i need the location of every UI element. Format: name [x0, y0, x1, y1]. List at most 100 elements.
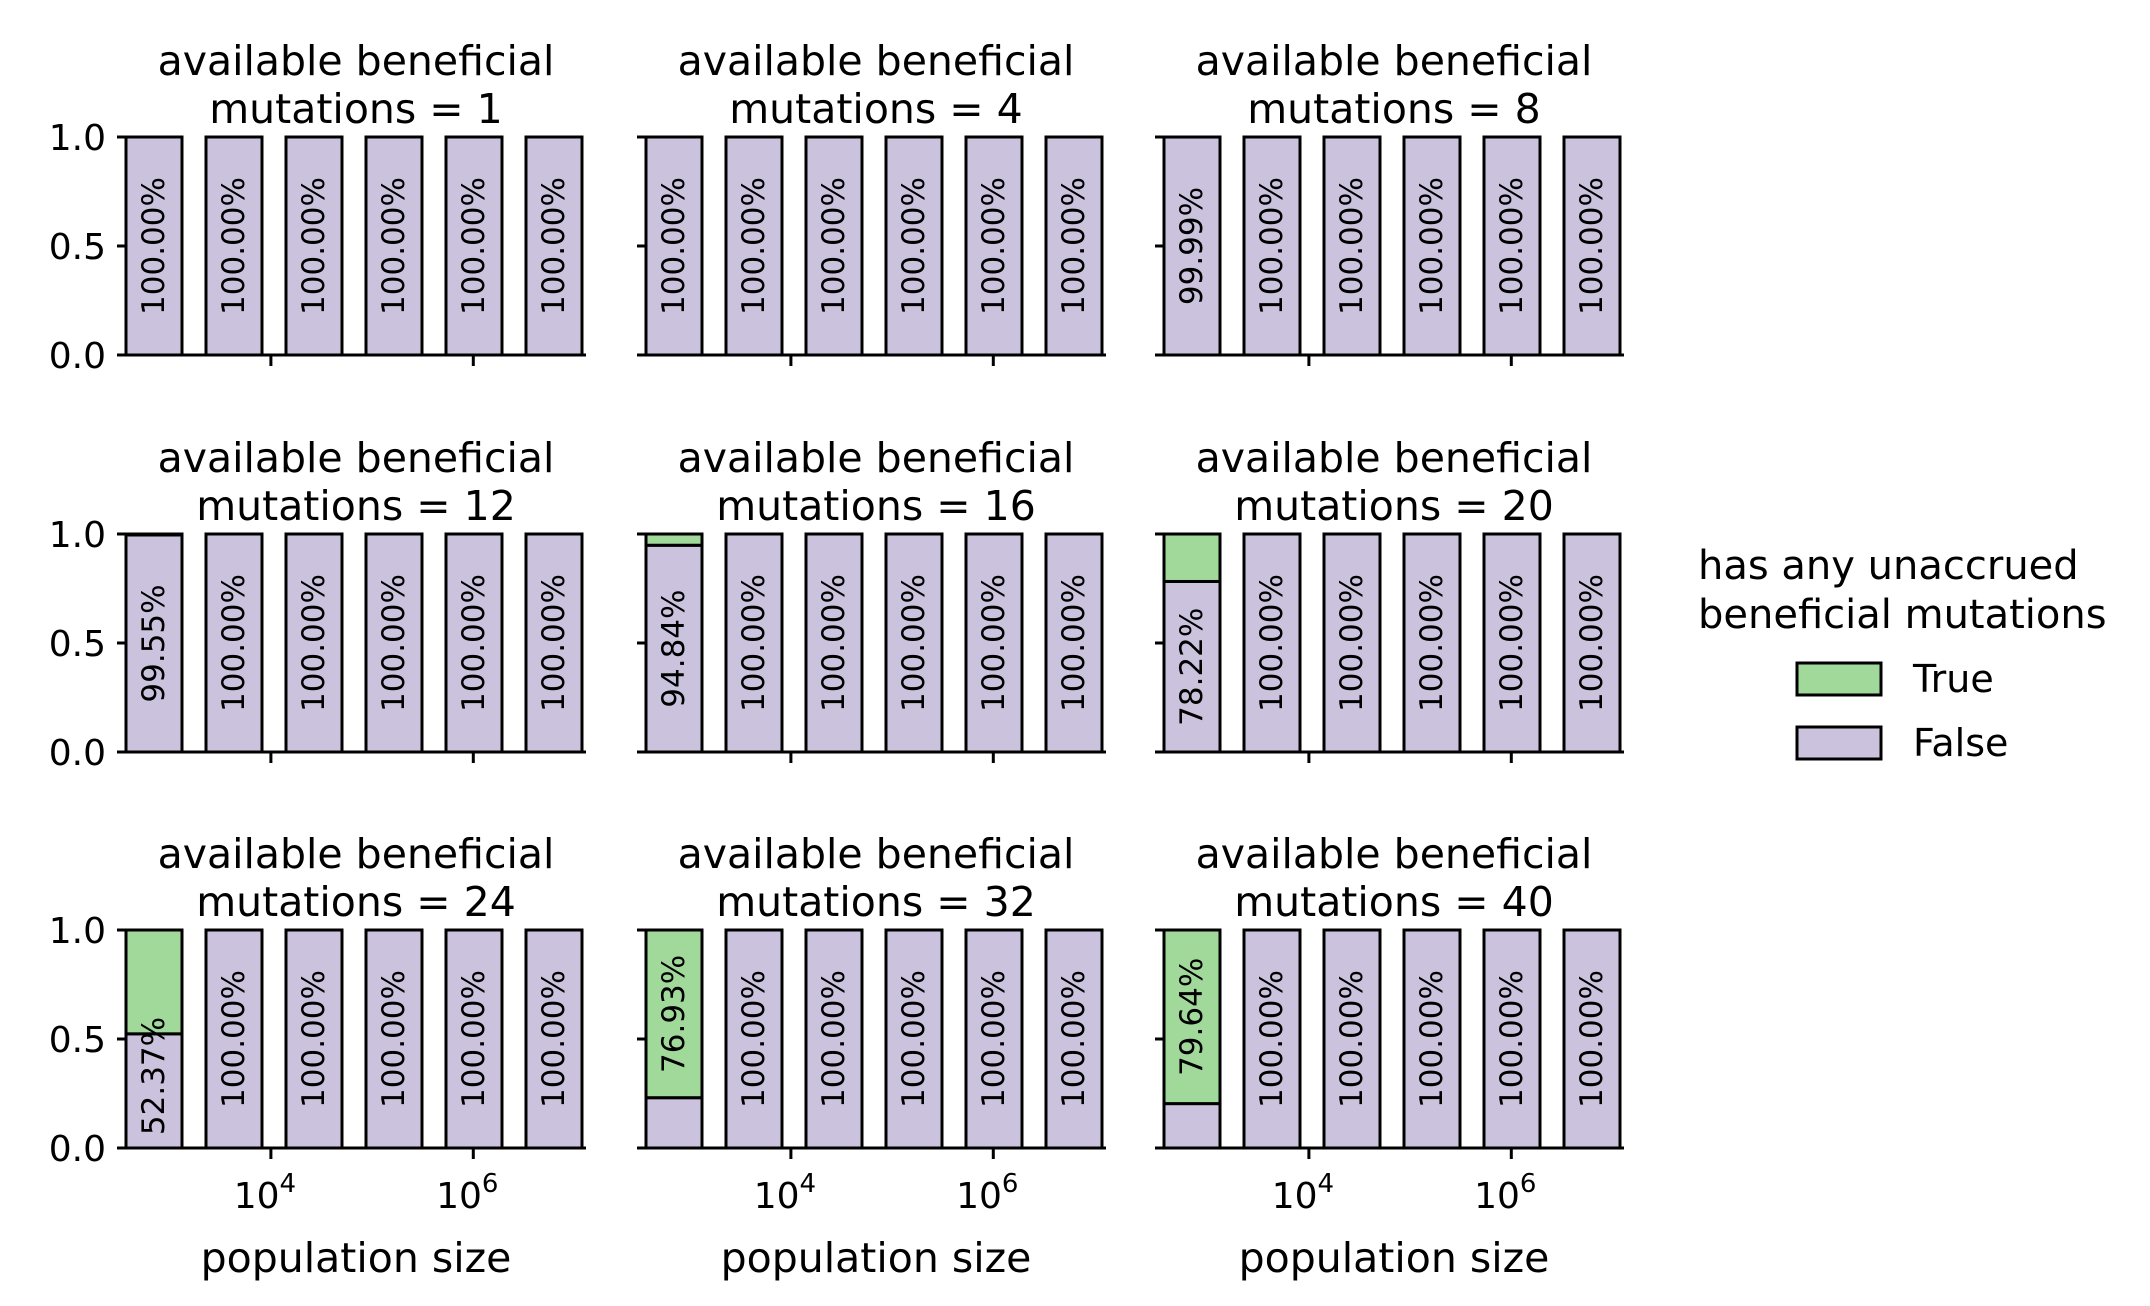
bar-label: 100.00% — [816, 574, 852, 712]
bar-false — [1482, 532, 1542, 754]
bar-label: 100.00% — [136, 177, 172, 315]
bar-label: 100.00% — [736, 574, 772, 712]
bar-label: 100.00% — [816, 970, 852, 1108]
bar-true — [124, 532, 184, 537]
bar-false — [1162, 579, 1222, 754]
x-axis-label: population size — [201, 1234, 512, 1282]
bar-label: 100.00% — [1056, 574, 1092, 712]
panel-title-line-1: available beneficial — [158, 830, 555, 878]
panel-title-line-1: available beneficial — [1196, 434, 1593, 482]
panel-title-line-1: available beneficial — [158, 37, 555, 85]
bar-false — [1402, 135, 1462, 357]
bar-label: 100.00% — [656, 177, 692, 315]
bar-label: 100.00% — [1414, 574, 1450, 712]
bar-false — [1162, 1102, 1222, 1150]
bar-false — [724, 135, 784, 357]
bar-label: 100.00% — [896, 574, 932, 712]
bar-true — [1162, 532, 1222, 583]
x-tick-label: 104 — [1272, 1169, 1334, 1217]
panel-title-line-2: mutations = 32 — [716, 878, 1036, 926]
panel-title-line-2: mutations = 24 — [196, 878, 516, 926]
y-tick-label: 0.5 — [49, 624, 106, 665]
legend-swatch-true — [1795, 661, 1883, 697]
bar-label: 100.00% — [1574, 177, 1610, 315]
bar-label: 100.00% — [456, 177, 492, 315]
bar-label: 100.00% — [1056, 177, 1092, 315]
y-tick-label: 1.0 — [49, 118, 106, 159]
x-tick-label: 104 — [754, 1169, 816, 1217]
legend-label-false: False — [1913, 721, 2008, 765]
bar-false — [1044, 135, 1104, 357]
panel-title-line-2: mutations = 40 — [1234, 878, 1554, 926]
panel-title-line-2: mutations = 4 — [729, 85, 1023, 133]
bar-false — [284, 928, 344, 1150]
bar-label: 79.64% — [1174, 958, 1210, 1076]
bar-label: 100.00% — [736, 970, 772, 1108]
legend: has any unaccrued beneficial mutations T… — [1698, 543, 2107, 765]
bar-label: 100.00% — [1494, 574, 1530, 712]
bar-label: 99.99% — [1174, 187, 1210, 305]
bar-label: 100.00% — [296, 574, 332, 712]
bar-false — [644, 1096, 704, 1150]
y-tick-label: 0.0 — [49, 1129, 106, 1170]
bar-label: 100.00% — [1254, 574, 1290, 712]
bar-label: 100.00% — [536, 970, 572, 1108]
x-axis-label: population size — [1239, 1234, 1550, 1282]
y-tick-label: 1.0 — [49, 515, 106, 556]
bar-false — [1482, 928, 1542, 1150]
bar-label: 100.00% — [296, 970, 332, 1108]
bar-label: 100.00% — [1494, 177, 1530, 315]
bar-label: 100.00% — [896, 970, 932, 1108]
bar-label: 100.00% — [216, 970, 252, 1108]
bar-false — [1482, 135, 1542, 357]
panel-title-line-1: available beneficial — [678, 830, 1075, 878]
bar-label: 100.00% — [536, 574, 572, 712]
x-tick-label: 104 — [234, 1169, 296, 1217]
bar-label: 100.00% — [816, 177, 852, 315]
bar-false — [364, 532, 424, 754]
bar-label: 100.00% — [376, 177, 412, 315]
bar-label: 100.00% — [1494, 970, 1530, 1108]
x-tick-label: 106 — [436, 1169, 498, 1217]
y-tick-label: 0.5 — [49, 227, 106, 268]
bar-label: 100.00% — [976, 574, 1012, 712]
bar-label: 100.00% — [1414, 177, 1450, 315]
bar-false — [524, 532, 584, 754]
bar-false — [1044, 928, 1104, 1150]
bar-label: 100.00% — [536, 177, 572, 315]
bar-false — [884, 135, 944, 357]
bar-label: 99.55% — [136, 584, 172, 702]
legend-title-line-1: has any unaccrued — [1698, 543, 2079, 589]
bar-false — [1242, 928, 1302, 1150]
y-tick-label: 1.0 — [49, 911, 106, 952]
bar-true — [1162, 928, 1222, 1106]
bar-label: 100.00% — [1254, 177, 1290, 315]
bar-label: 76.93% — [656, 955, 692, 1073]
legend-title-line-2: beneficial mutations — [1698, 592, 2107, 638]
panel-title-line-2: mutations = 16 — [716, 482, 1036, 530]
bar-false — [724, 928, 784, 1150]
bar-label: 100.00% — [736, 177, 772, 315]
bar-label: 100.00% — [976, 177, 1012, 315]
panel-title-line-2: mutations = 8 — [1247, 85, 1541, 133]
bar-label: 100.00% — [1254, 970, 1290, 1108]
panel-title-line-1: available beneficial — [678, 434, 1075, 482]
bar-label: 78.22% — [1174, 608, 1210, 726]
panel-title-line-1: available beneficial — [678, 37, 1075, 85]
bar-false — [124, 533, 184, 754]
bar-label: 100.00% — [1334, 970, 1370, 1108]
bar-false — [1044, 532, 1104, 754]
bar-false — [804, 928, 864, 1150]
bar-label: 100.00% — [1056, 970, 1092, 1108]
bar-label: 100.00% — [1574, 970, 1610, 1108]
bar-true — [124, 928, 184, 1036]
